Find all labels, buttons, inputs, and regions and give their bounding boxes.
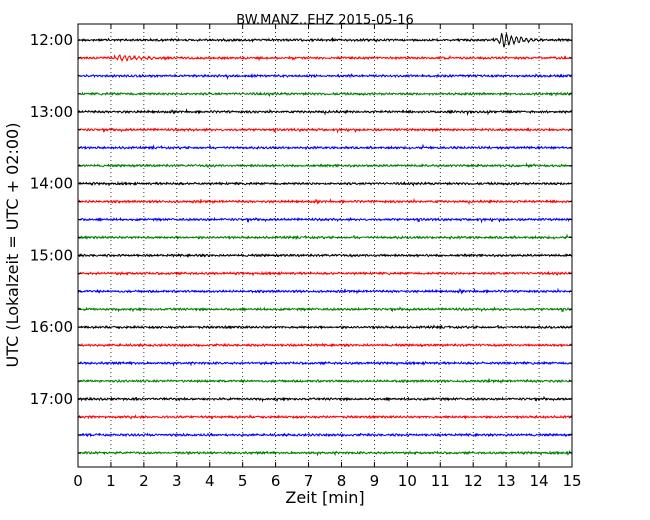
trace-row-1500	[77, 252, 573, 259]
trace-row-1345	[77, 161, 573, 169]
x-tick-label-12: 12	[464, 472, 483, 490]
trace-row-1515	[77, 270, 573, 276]
y-axis-label: UTC (Lokalzeit = UTC + 02:00)	[3, 123, 22, 368]
x-tick-label-4: 4	[205, 472, 215, 490]
x-tick-label-3: 3	[172, 472, 182, 490]
y-tick-label-1300: 13:00	[30, 103, 73, 121]
x-tick-label-11: 11	[431, 472, 450, 490]
x-tick-label-8: 8	[337, 472, 347, 490]
x-tick-label-0: 0	[73, 472, 83, 490]
x-axis-ticks: 0 1 2 3 4 5 6 7 8 9 10 11 12 13 14 15	[73, 24, 582, 490]
trace-row-1245	[77, 91, 573, 98]
y-tick-label-1400: 14:00	[30, 175, 73, 193]
trace-row-1315	[77, 127, 573, 134]
trace-row-1630	[77, 360, 573, 367]
trace-row-1330	[77, 143, 573, 151]
trace-row-1415	[77, 197, 573, 206]
trace-row-1230	[77, 73, 573, 80]
trace-row-1200	[77, 32, 573, 48]
y-tick-label-1600: 16:00	[30, 318, 73, 336]
x-tick-label-5: 5	[238, 472, 248, 490]
x-tick-label-7: 7	[304, 472, 314, 490]
trace-row-1700	[77, 395, 572, 403]
trace-row-1615	[77, 342, 573, 348]
trace-row-1215	[77, 53, 573, 63]
trace-row-1545	[77, 306, 573, 313]
trace-row-1400	[77, 180, 573, 187]
trace-row-1430	[77, 216, 573, 224]
x-tick-label-10: 10	[398, 472, 417, 490]
trace-row-1300	[77, 108, 573, 117]
trace-row-1445	[77, 233, 573, 241]
y-tick-label-1200: 12:00	[30, 31, 73, 49]
trace-row-1730	[77, 432, 573, 438]
x-tick-label-1: 1	[106, 472, 116, 490]
trace-row-1530	[77, 287, 573, 295]
x-axis-label: Zeit [min]	[285, 488, 364, 507]
x-tick-label-2: 2	[139, 472, 149, 490]
y-tick-label-1500: 15:00	[30, 246, 73, 264]
trace-rows	[77, 32, 573, 457]
vertical-grid	[110, 24, 540, 467]
x-tick-label-13: 13	[497, 472, 516, 490]
trace-row-1715	[77, 414, 573, 420]
y-tick-label-1700: 17:00	[30, 390, 73, 408]
x-tick-label-6: 6	[271, 472, 281, 490]
trace-row-1745	[77, 450, 573, 457]
chart-title: BW.MANZ..EHZ 2015-05-16	[236, 13, 414, 28]
y-axis-ticks: 12:00 13:00 14:00 15:00 16:00 17:00	[30, 31, 572, 454]
x-tick-label-14: 14	[530, 472, 549, 490]
trace-row-1645	[77, 378, 573, 385]
trace-row-1600	[77, 324, 573, 330]
x-tick-label-15: 15	[562, 472, 581, 490]
x-tick-label-9: 9	[370, 472, 380, 490]
plot-frame	[77, 23, 573, 468]
